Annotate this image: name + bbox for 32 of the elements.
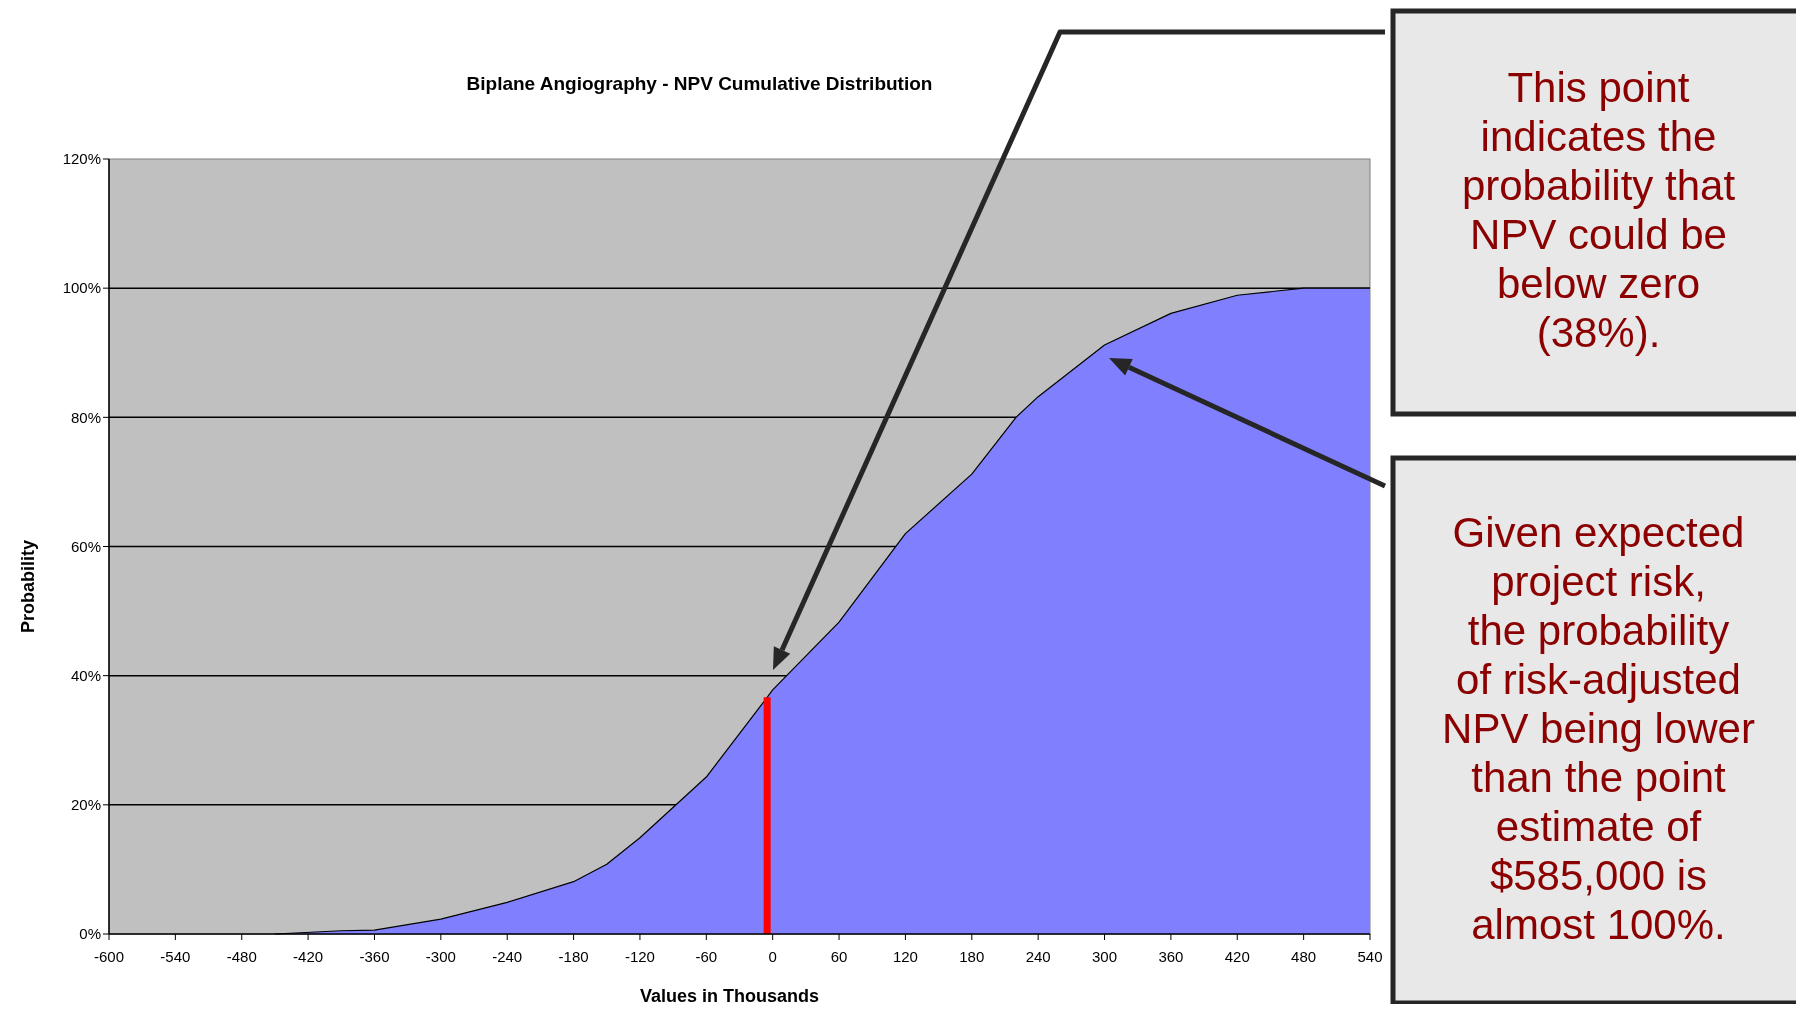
x-tick-label: -420 (293, 948, 324, 965)
y-tick-label: 20% (70, 796, 101, 814)
y-axis-title: Probability (18, 539, 38, 634)
x-tick-label: 120 (892, 948, 918, 965)
y-tick-label: 100% (62, 279, 101, 297)
y-tick-label: 120% (62, 150, 101, 168)
x-tick-label: -60 (695, 948, 718, 965)
chart-title: Biplane Angiography - NPV Cumulative Distribution (466, 73, 933, 94)
x-tick-label: -180 (558, 948, 589, 965)
x-tick-label: -360 (359, 948, 390, 965)
y-tick-label: 80% (70, 408, 101, 426)
x-tick-label: -600 (93, 948, 125, 965)
x-tick-label: 300 (1092, 948, 1118, 965)
x-tick-label: 480 (1291, 948, 1317, 965)
x-tick-label: 0 (768, 948, 777, 965)
x-tick-label: 60 (830, 948, 848, 965)
x-tick-label: -540 (160, 948, 191, 965)
x-axis-title: Values in Thousands (639, 986, 820, 1006)
x-tick-label: -300 (425, 948, 456, 965)
x-tick-label: 360 (1158, 948, 1184, 965)
y-tick-label: 40% (70, 666, 101, 684)
x-tick-label: 180 (959, 948, 985, 965)
y-tick-label: 0% (79, 925, 101, 943)
x-tick-label: 420 (1224, 948, 1250, 965)
x-tick-label: -120 (624, 948, 655, 965)
x-tick-label: -480 (226, 948, 257, 965)
text: This point indicates the probability that NPV could be below zero (38%). (1461, 64, 1736, 356)
text: Given expected project risk, the probability of risk-adjusted NPV being lower than the point estimate of $585,000 is almost 100%. (1442, 508, 1755, 948)
y-tick-label: 60% (70, 537, 101, 555)
x-tick-label: 540 (1357, 948, 1383, 965)
x-tick-label: 240 (1025, 948, 1051, 965)
x-tick-label: -240 (492, 948, 523, 965)
